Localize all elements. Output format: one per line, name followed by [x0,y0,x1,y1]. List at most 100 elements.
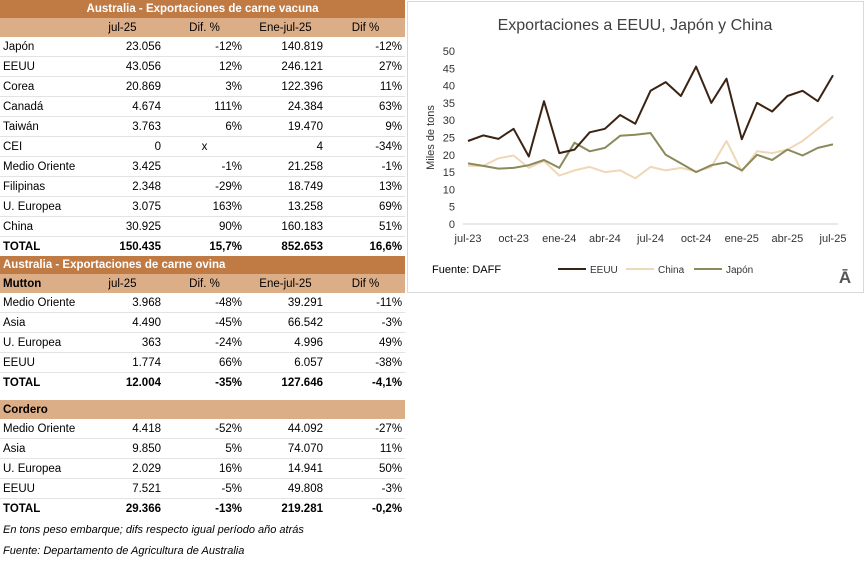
mutton-row-cell: 39.291 [245,293,326,313]
y-tick-label: 30 [443,115,455,127]
mutton-header-cell: Dif. % [164,274,245,293]
sheep-title: Australia - Exportaciones de carne ovina [0,256,406,274]
beef-total-cell: 15,7% [164,236,245,256]
lamb-row: Asia 9.850 5% 74.070 11% [0,438,406,459]
beef-row-cell: 23.056 [81,37,164,57]
beef-row-cell: 90% [164,216,245,237]
mutton-row-cell: Medio Oriente [0,293,81,313]
tables-panel: Australia - Exportaciones de carne vacun… [0,0,406,518]
beef-row: U. Europea 3.075 163% 13.258 69% [0,196,406,217]
beef-row-cell: 27% [326,56,406,77]
y-axis-label: Miles de tons [425,105,437,170]
beef-total-cell: TOTAL [0,236,81,256]
beef-header-cell: Dif. % [164,18,245,37]
beef-row-cell: 12% [164,56,245,77]
x-tick-label: abr-24 [589,233,621,245]
mutton-total-cell: -4,1% [326,372,406,392]
beef-header-cell: Dif % [326,18,406,37]
beef-row-cell: 4 [245,136,326,157]
mutton-row-cell: 3.968 [81,293,164,313]
beef-title: Australia - Exportaciones de carne vacun… [0,0,406,18]
beef-header-cell: jul-25 [81,18,164,37]
beef-title-cell: Australia - Exportaciones de carne vacun… [0,0,406,18]
brand-logo: Ā [839,268,851,287]
lamb-row: EEUU 7.521 -5% 49.808 -3% [0,478,406,499]
chart-canvas: Exportaciones a EEUU, Japón y China 0 5 10 1… [425,17,851,287]
lamb-total-cell: TOTAL [0,498,81,518]
beef-row-cell: 122.396 [245,76,326,97]
mutton-row-cell: -48% [164,293,245,313]
beef-row-cell: -12% [326,37,406,57]
beef-row-cell: -1% [164,156,245,177]
beef-row-cell: 3.763 [81,116,164,137]
beef-row: Japón 23.056 -12% 140.819 -12% [0,37,406,57]
mutton-row-cell: -24% [164,332,245,353]
mutton-row-cell: -11% [326,293,406,313]
beef-row-cell: -1% [326,156,406,177]
beef-row-cell: 43.056 [81,56,164,77]
series-line-eeuu [467,65,834,158]
beef-row-cell: 4.674 [81,96,164,117]
beef-row-cell: Taiwán [0,116,81,137]
mutton-row-cell: -38% [326,352,406,373]
beef-row-cell: 13% [326,176,406,197]
lamb-row-cell: 11% [326,438,406,459]
y-tick-label: 40 [443,81,455,93]
beef-row-cell: 20.869 [81,76,164,97]
beef-row: China 30.925 90% 160.183 51% [0,216,406,237]
lamb-header: Cordero [0,400,406,419]
beef-total-cell: 852.653 [245,236,326,256]
x-tick-label: oct-24 [681,233,712,245]
mutton-row-cell: 363 [81,332,164,353]
lamb-row-cell: 74.070 [245,438,326,459]
beef-row-cell: 140.819 [245,37,326,57]
lamb-total: TOTAL 29.366 -13% 219.281 -0,2% [0,498,406,518]
lamb-row-cell: -5% [164,478,245,499]
mutton-row-cell: 66.542 [245,312,326,333]
lamb-row-cell: 2.029 [81,458,164,479]
legend-label-japón: Japón [726,265,753,276]
y-tick-label: 5 [449,202,455,214]
beef-header-cell: Ene-jul-25 [245,18,326,37]
series-line-china [468,115,834,180]
beef-row-cell: 3% [164,76,245,97]
beef-row-cell: 21.258 [245,156,326,177]
y-tick-label: 50 [443,46,455,58]
mutton-total-cell: 12.004 [81,372,164,392]
lamb-row-cell: -52% [164,419,245,439]
mutton-header: Mutton jul-25 Dif. % Ene-jul-25 Dif % [0,274,406,293]
sheep-title-cell: Australia - Exportaciones de carne ovina [0,256,406,274]
mutton-row-cell: 49% [326,332,406,353]
lamb-row-cell: Asia [0,438,81,459]
mutton-row: Asia 4.490 -45% 66.542 -3% [0,312,406,333]
beef-total-cell: 16,6% [326,236,406,256]
x-tick-label: ene-24 [542,233,576,245]
y-tick-label: 25 [443,133,455,145]
y-tick-label: 15 [443,167,455,179]
lamb-row-cell: 44.092 [245,419,326,439]
beef-row-cell: 163% [164,196,245,217]
beef-row-cell: EEUU [0,56,81,77]
beef-row-cell: China [0,216,81,237]
lamb-row-cell: 4.418 [81,419,164,439]
beef-row-cell: x [164,136,245,157]
mutton-header-cell: Dif % [326,274,406,293]
x-tick-label: jul-25 [819,233,847,245]
beef-row: EEUU 43.056 12% 246.121 27% [0,56,406,77]
chart-source: Fuente: DAFF [432,264,501,276]
lamb-row-cell: 16% [164,458,245,479]
lamb-row-cell: 14.941 [245,458,326,479]
beef-row: Filipinas 2.348 -29% 18.749 13% [0,176,406,197]
beef-row-cell: 3.075 [81,196,164,217]
lamb-total-cell: 29.366 [81,498,164,518]
mutton-row-cell: 4.996 [245,332,326,353]
beef-row-cell: -12% [164,37,245,57]
mutton-row-cell: -3% [326,312,406,333]
mutton-row-cell: -45% [164,312,245,333]
beef-row-cell: 19.470 [245,116,326,137]
lamb-row-cell: 5% [164,438,245,459]
legend-label-china: China [658,265,685,276]
beef-total: TOTAL 150.435 15,7% 852.653 16,6% [0,236,406,256]
units-note: En tons peso embarque; difs respecto igu… [3,524,304,536]
y-tick-label: 10 [443,184,455,196]
